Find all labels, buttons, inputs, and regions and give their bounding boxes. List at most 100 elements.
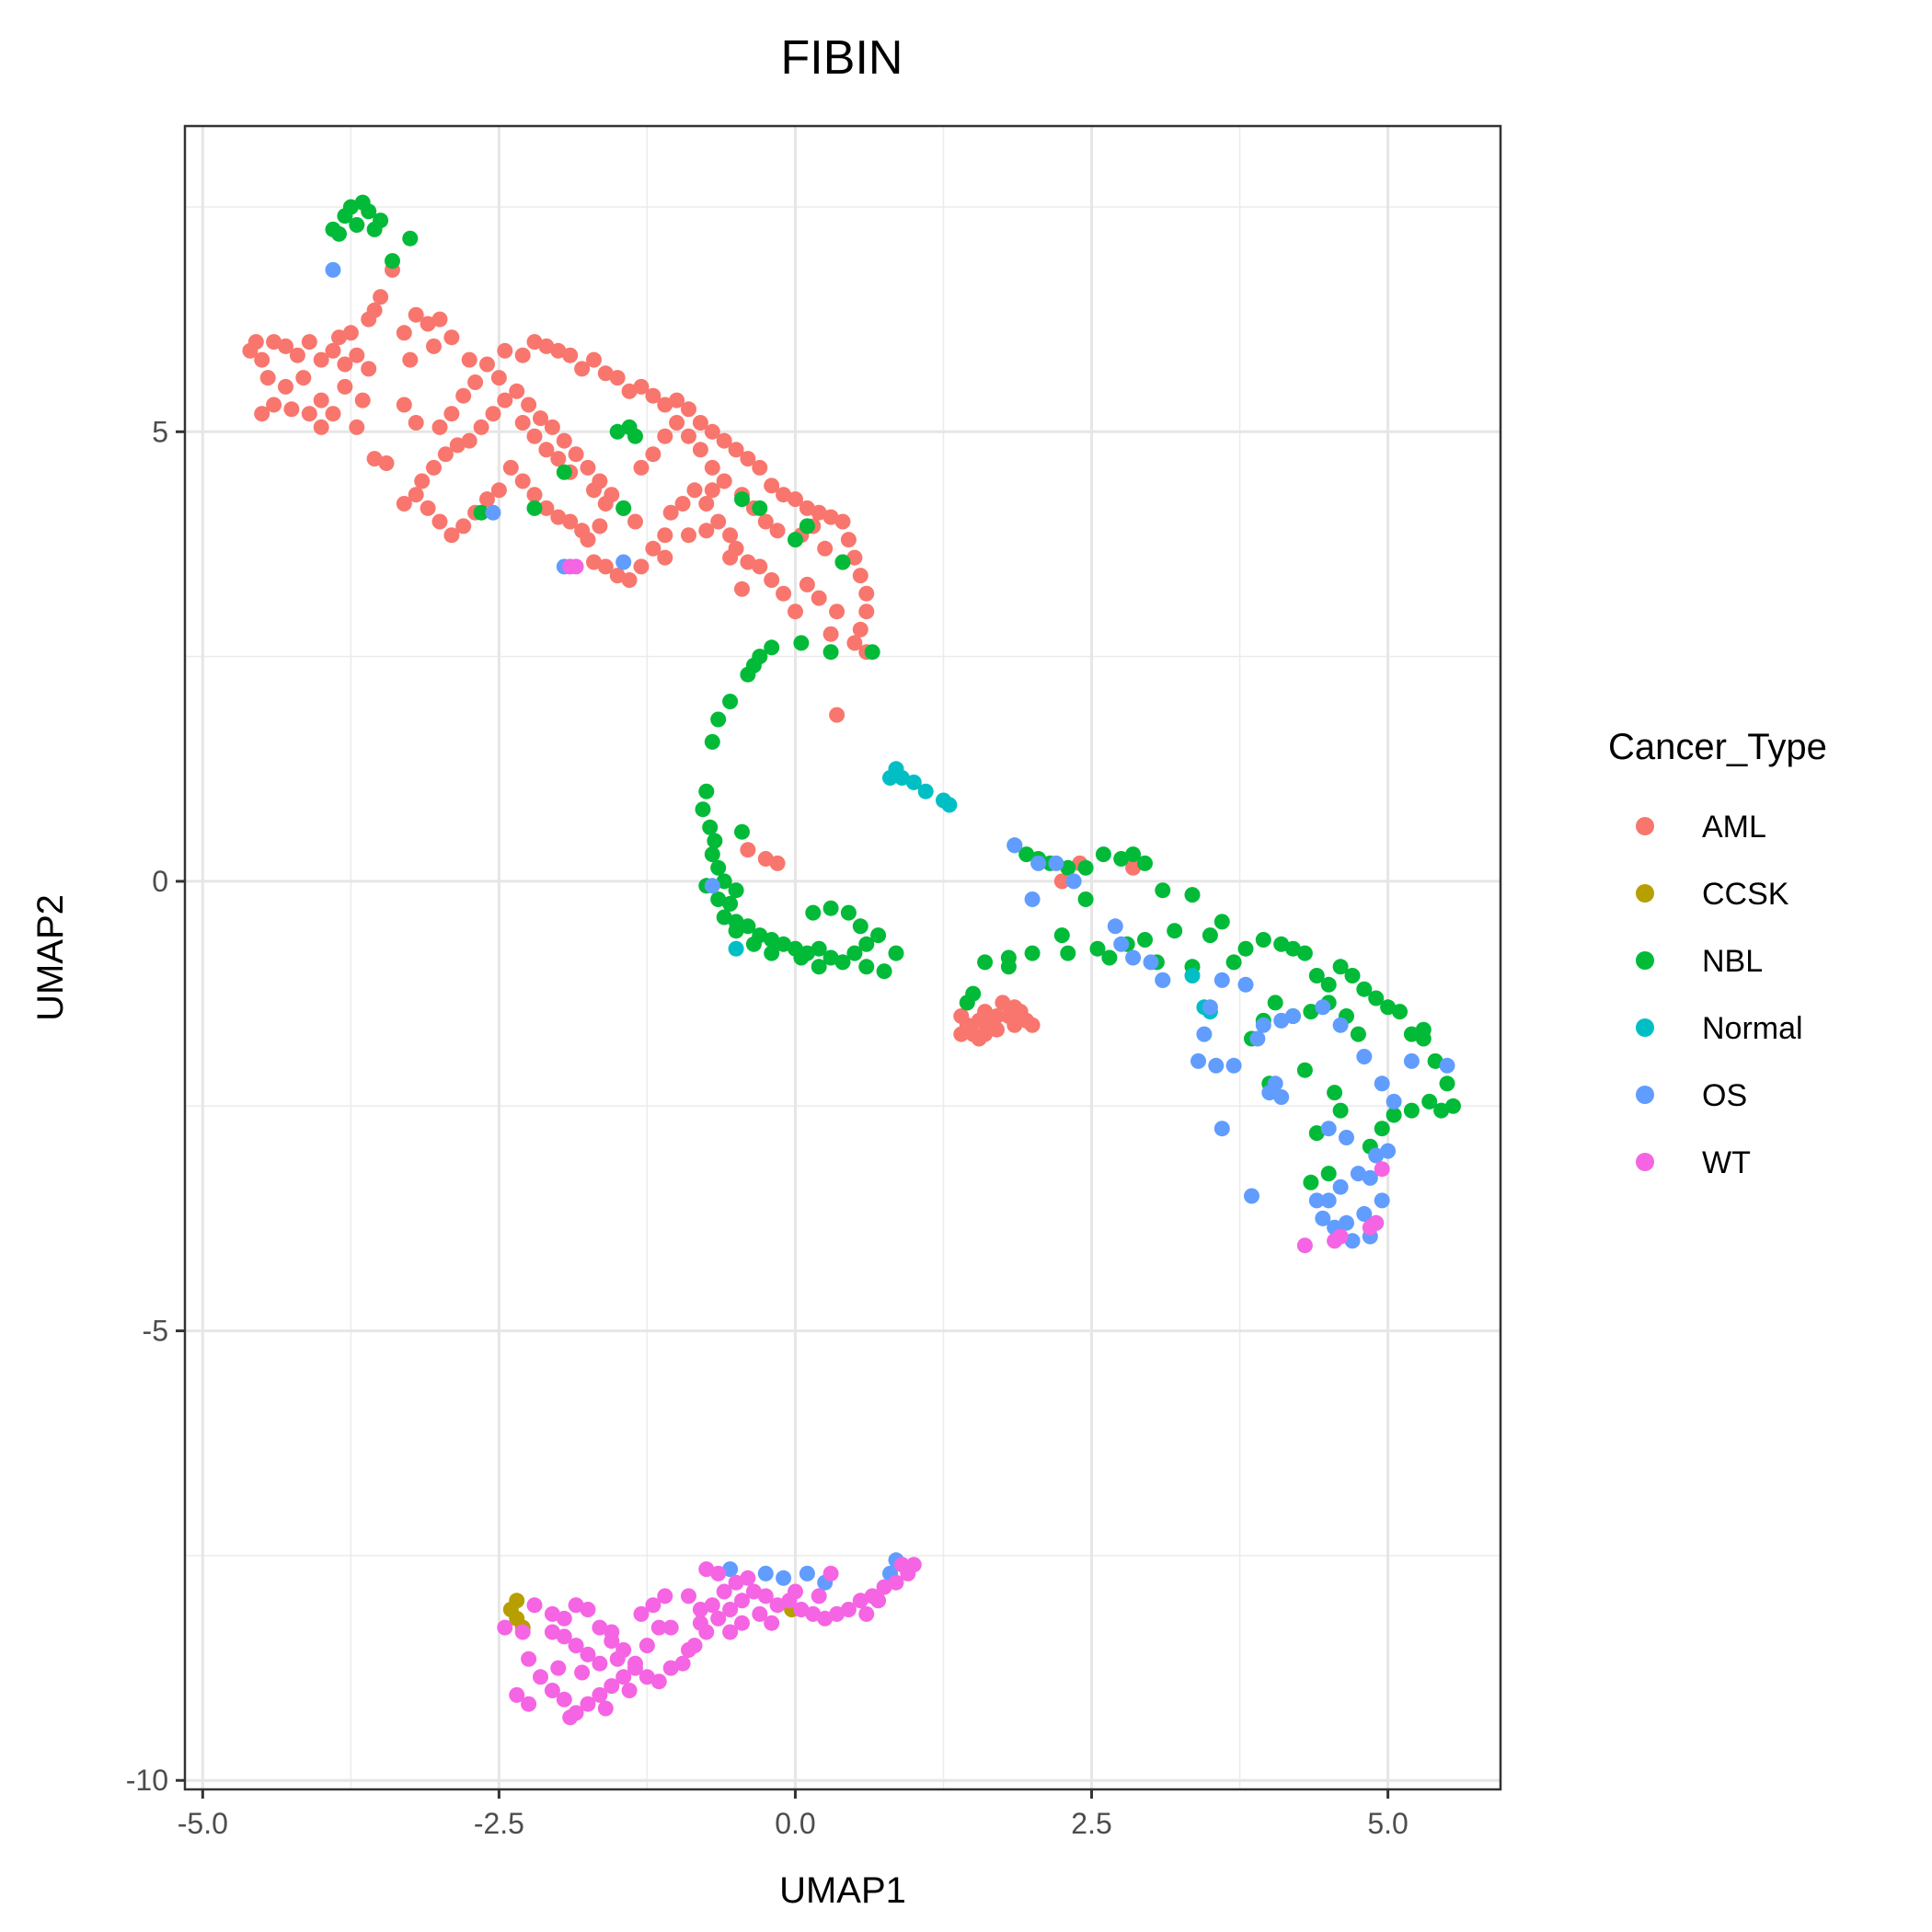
data-point	[604, 1624, 620, 1640]
data-point	[1184, 968, 1201, 983]
x-tick-label: 5.0	[1367, 1807, 1408, 1840]
data-point	[752, 558, 768, 575]
data-point	[502, 459, 519, 476]
data-point	[597, 1700, 614, 1717]
data-point	[490, 370, 507, 386]
data-point	[325, 261, 341, 278]
data-point	[1332, 959, 1349, 975]
data-point	[313, 392, 329, 408]
data-point	[627, 1660, 643, 1676]
data-point	[1445, 1098, 1461, 1114]
data-point	[710, 513, 727, 530]
data-point	[526, 428, 543, 444]
data-point	[1356, 1049, 1373, 1064]
data-point	[1053, 873, 1070, 890]
data-point	[556, 1691, 572, 1708]
data-point	[402, 230, 419, 247]
data-point	[490, 482, 507, 499]
data-point	[580, 1602, 596, 1617]
data-point	[1101, 949, 1118, 966]
data-point	[443, 329, 460, 346]
data-point	[278, 338, 293, 354]
data-point	[662, 504, 679, 521]
data-point	[325, 342, 341, 359]
data-point	[1368, 990, 1385, 1006]
data-point	[1380, 999, 1397, 1016]
data-point	[597, 496, 614, 512]
data-point	[455, 518, 472, 535]
data-point	[740, 451, 756, 467]
data-point	[905, 774, 922, 790]
data-point	[1296, 945, 1313, 961]
data-point	[716, 1583, 732, 1600]
legend-key-aml	[1636, 817, 1654, 835]
data-point	[1380, 1143, 1397, 1159]
data-point	[337, 378, 353, 395]
data-point	[1344, 968, 1361, 983]
data-point	[361, 311, 377, 328]
data-point	[266, 397, 282, 413]
data-point	[846, 635, 863, 651]
data-point	[858, 585, 875, 602]
data-point	[556, 432, 572, 449]
data-point	[905, 1557, 922, 1573]
data-point	[734, 1593, 750, 1609]
data-point	[597, 558, 614, 575]
data-point	[681, 428, 696, 444]
data-point	[722, 549, 739, 566]
data-point	[1415, 1021, 1432, 1038]
data-point	[361, 203, 377, 220]
data-point	[325, 406, 341, 422]
data-point	[734, 491, 750, 508]
data-point	[562, 513, 579, 530]
data-point	[1113, 851, 1130, 867]
data-point	[509, 1686, 525, 1703]
data-point	[650, 1619, 667, 1636]
data-point	[977, 1004, 994, 1020]
data-point	[846, 549, 863, 566]
data-point	[408, 487, 424, 503]
data-point	[568, 1597, 584, 1614]
data-point	[1077, 859, 1094, 876]
data-point	[716, 909, 732, 926]
data-point	[817, 1610, 834, 1627]
data-point	[349, 347, 365, 363]
data-point	[740, 842, 756, 858]
data-point	[757, 1588, 774, 1604]
data-point	[254, 351, 270, 368]
data-point	[378, 455, 395, 471]
data-point	[799, 1565, 815, 1581]
data-point	[592, 518, 608, 535]
data-point	[669, 392, 685, 408]
data-point	[461, 351, 477, 368]
data-point	[710, 711, 727, 728]
legend-key-os	[1636, 1086, 1654, 1104]
data-point	[704, 846, 720, 863]
series-aml	[242, 261, 1142, 1047]
data-point	[574, 361, 591, 377]
data-point	[479, 491, 495, 508]
data-point	[1089, 940, 1106, 957]
data-point	[710, 1565, 727, 1581]
data-point	[953, 1026, 970, 1042]
y-axis-title: UMAP2	[30, 894, 71, 1021]
data-point	[852, 918, 868, 935]
legend: Cancer_Type AML CCSK NBL Normal OS WT	[1608, 727, 1827, 1180]
data-point	[799, 500, 815, 516]
data-point	[811, 940, 827, 957]
data-point	[645, 387, 661, 404]
data-point	[793, 1602, 810, 1617]
data-point	[710, 859, 727, 876]
data-point	[331, 329, 347, 346]
data-point	[1249, 1030, 1266, 1047]
data-point	[822, 1565, 839, 1581]
data-point	[941, 797, 958, 813]
data-point	[1374, 1192, 1390, 1209]
data-point	[829, 1605, 845, 1622]
data-point	[521, 397, 537, 413]
data-point	[1261, 1085, 1278, 1101]
data-point	[586, 351, 602, 368]
data-point	[977, 1026, 994, 1042]
data-point	[366, 221, 383, 237]
data-point	[776, 1570, 792, 1586]
